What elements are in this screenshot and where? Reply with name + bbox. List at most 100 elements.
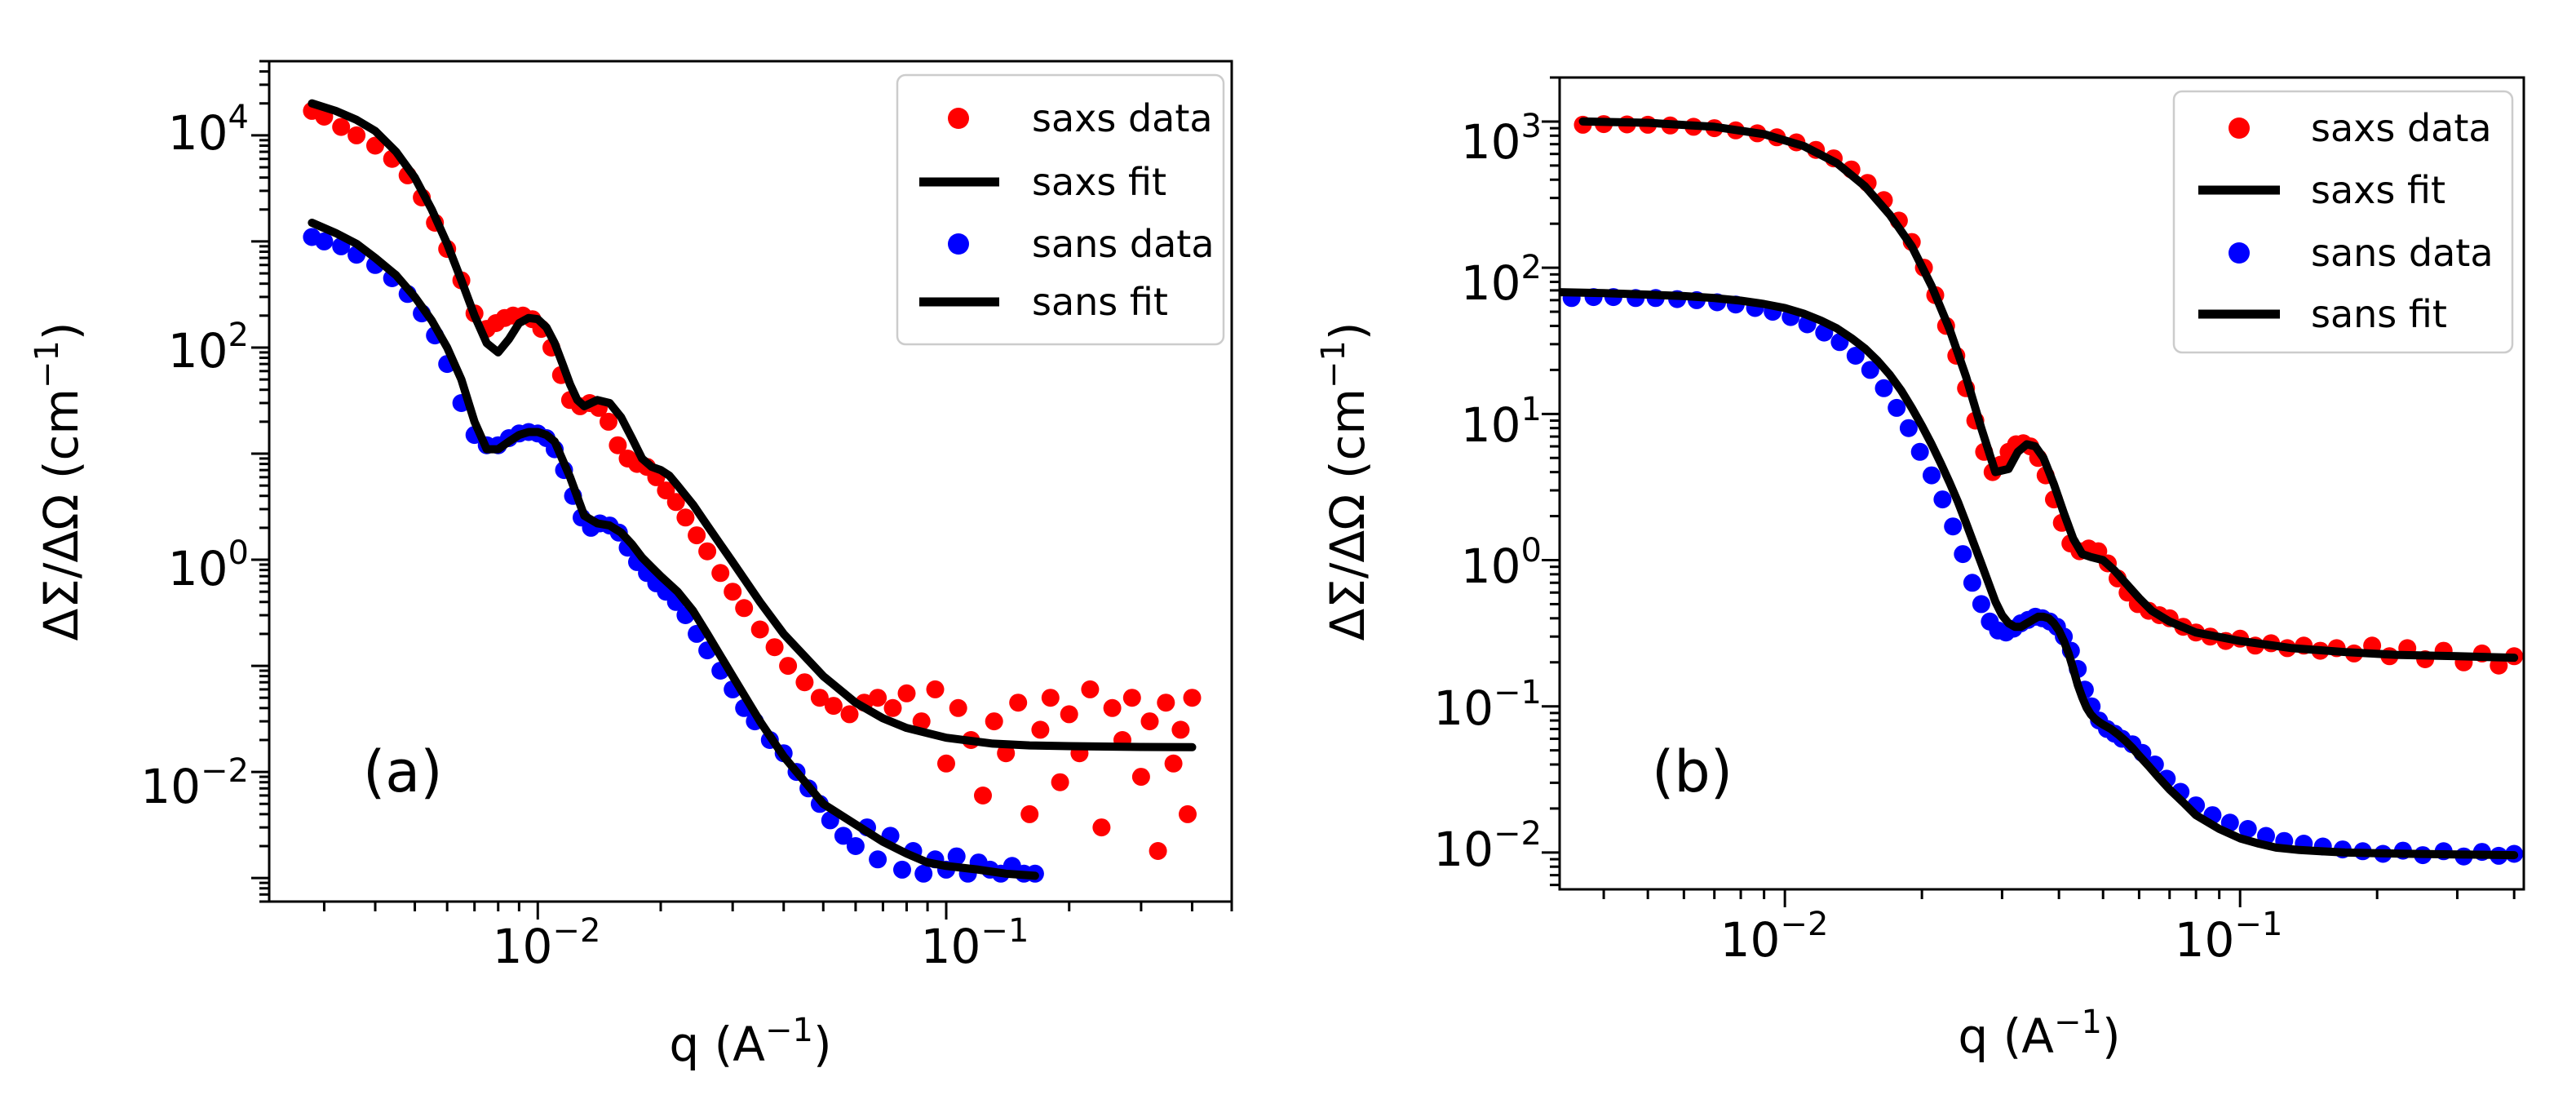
fit-line-saxs-fit-a: [308, 99, 1197, 751]
data-point-saxs-data-a-44: [824, 697, 843, 716]
y-axis-label-b: ΔΣ/ΔΩ (cm−1): [1315, 322, 1375, 641]
data-point-saxs-data-a-74: [1164, 754, 1183, 773]
data-point-sans-data-a-47: [846, 837, 865, 855]
data-point-saxs-data-a-59: [1020, 804, 1039, 823]
legend-marker-saxs-data-a: [948, 108, 969, 129]
data-point-saxs-data-a-47: [869, 689, 887, 707]
data-point-saxs-data-a-53: [949, 698, 967, 717]
y-tick-label-a-1: 104: [168, 99, 249, 161]
data-point-saxs-data-a-58: [1009, 694, 1028, 712]
data-point-saxs-data-a-35: [698, 542, 717, 561]
data-point-saxs-data-a-55: [974, 787, 992, 804]
data-point-saxs-data-a-61: [1041, 689, 1060, 707]
series-layer-a: [303, 99, 1202, 883]
y-tick-label-b-2: 102: [1461, 249, 1542, 311]
axes-frame-a: [268, 60, 1233, 903]
x-tick-label-b-1: 10−2: [1720, 906, 1829, 968]
data-point-sans-data-b-25: [1963, 574, 1981, 592]
data-point-saxs-data-a-40: [765, 638, 784, 657]
data-point-saxs-data-a-49: [897, 684, 916, 702]
data-point-sans-data-b-21: [1923, 466, 1941, 485]
series-group-a: [303, 99, 1202, 883]
panel-b: ΔΣ/ΔΩ (cm−1) q (A−1) 103 102 101 100 10−…: [1315, 76, 2525, 1064]
data-point-saxs-data-a-2: [332, 117, 351, 136]
y-tick-label-b-6: 10−2: [1433, 815, 1542, 877]
y-tick-label-b-3: 101: [1461, 391, 1542, 453]
legend-label-saxs-fit-a: saxs fit: [1032, 160, 1166, 204]
legend-label-saxs-data-a: saxs data: [1032, 96, 1213, 140]
data-point-saxs-data-a-31: [657, 481, 675, 500]
data-point-saxs-data-a-71: [1140, 712, 1159, 731]
legend-box-a: [896, 73, 1225, 346]
legend-marker-saxs-data-b: [2229, 117, 2250, 139]
data-point-sans-data-b-24: [1954, 545, 1972, 564]
x-tick-label-b-2: 10−1: [2175, 906, 2283, 968]
data-point-saxs-data-a-76: [1179, 804, 1197, 823]
data-point-saxs-data-a-25: [600, 412, 617, 431]
data-point-sans-data-a-49: [869, 850, 887, 869]
data-point-sans-data-b-18: [1888, 398, 1906, 417]
data-point-sans-data-a-56: [947, 847, 966, 866]
data-point-saxs-data-a-67: [1103, 698, 1122, 717]
data-point-sans-data-b-17: [1874, 379, 1893, 397]
legend-a: saxs data saxs fit sans data sans fit: [896, 73, 1225, 346]
data-point-saxs-data-a-39: [750, 620, 769, 639]
y-axis-label-a: ΔΣ/ΔΩ (cm−1): [29, 322, 89, 641]
legend-label-saxs-data-b: saxs data: [2311, 106, 2492, 150]
data-point-saxs-data-a-50: [912, 712, 931, 731]
data-point-sans-data-a-46: [834, 827, 852, 845]
data-point-saxs-data-a-52: [937, 754, 955, 773]
data-point-saxs-data-a-66: [1092, 818, 1111, 837]
ticks-layer-b: [1542, 76, 2516, 907]
data-point-sans-data-b-19: [1899, 419, 1918, 437]
y-tick-label-a-3: 100: [168, 534, 249, 596]
data-point-saxs-data-a-65: [1081, 680, 1100, 698]
legend-label-sans-fit-b: sans fit: [2311, 292, 2447, 336]
data-point-saxs-data-a-57: [997, 744, 1016, 763]
data-point-sans-data-b-26: [1972, 595, 1990, 614]
legend-marker-sans-data-a: [948, 233, 969, 255]
data-point-sans-data-a-53: [914, 864, 933, 883]
data-point-saxs-data-a-73: [1157, 694, 1175, 712]
legend-marker-sans-data-b: [2229, 242, 2250, 264]
data-point-saxs-data-a-34: [688, 526, 706, 545]
panel-label-a: (a): [363, 738, 443, 805]
data-point-saxs-data-a-32: [666, 493, 685, 512]
data-point-saxs-data-a-3: [347, 126, 366, 144]
legend-label-sans-fit-a: sans fit: [1032, 280, 1168, 324]
legend-label-sans-data-b: sans data: [2311, 231, 2494, 275]
fit-line-sans-fit-a: [308, 219, 1039, 880]
fit-line-sans-fit-b: [1560, 288, 2519, 860]
plot-area-b: [1542, 76, 2525, 907]
y-tick-label-a-2: 102: [168, 317, 249, 379]
data-point-sans-data-a-1: [315, 232, 334, 250]
data-point-saxs-data-a-60: [1031, 720, 1050, 739]
data-point-sans-data-b-15: [1846, 347, 1865, 365]
data-point-saxs-data-a-72: [1149, 842, 1167, 860]
data-point-sans-data-b-22: [1933, 490, 1952, 509]
series-layer-b: [1560, 115, 2524, 866]
data-point-saxs-data-a-70: [1131, 768, 1150, 787]
data-point-saxs-data-a-75: [1171, 720, 1190, 739]
data-point-saxs-data-a-56: [985, 712, 1003, 731]
legend-label-sans-data-a: sans data: [1032, 222, 1215, 266]
data-point-saxs-data-a-63: [1060, 705, 1078, 724]
x-tick-label-a-1: 10−2: [493, 912, 601, 974]
y-tick-label-b-1: 103: [1461, 108, 1542, 170]
data-point-sans-data-a-51: [893, 860, 911, 879]
plot-area-a: [251, 60, 1233, 920]
data-point-saxs-data-a-51: [926, 680, 945, 698]
data-point-saxs-data-a-38: [735, 599, 754, 618]
axes-frame-b: [1558, 76, 2525, 891]
y-tick-label-a-4: 10−2: [140, 752, 249, 814]
data-point-saxs-data-a-77: [1183, 689, 1202, 707]
data-point-saxs-data-a-43: [810, 689, 829, 707]
fit-line-saxs-fit-b: [1578, 117, 2519, 663]
data-point-saxs-data-a-69: [1122, 689, 1141, 707]
data-point-saxs-data-a-45: [840, 705, 859, 724]
panel-a: ΔΣ/ΔΩ (cm−1) q (A−1) 104 102 100 10−2 10…: [29, 60, 1233, 1072]
data-point-saxs-data-a-33: [676, 508, 695, 527]
legend-label-saxs-fit-b: saxs fit: [2311, 168, 2445, 212]
data-point-saxs-data-a-42: [795, 673, 814, 692]
